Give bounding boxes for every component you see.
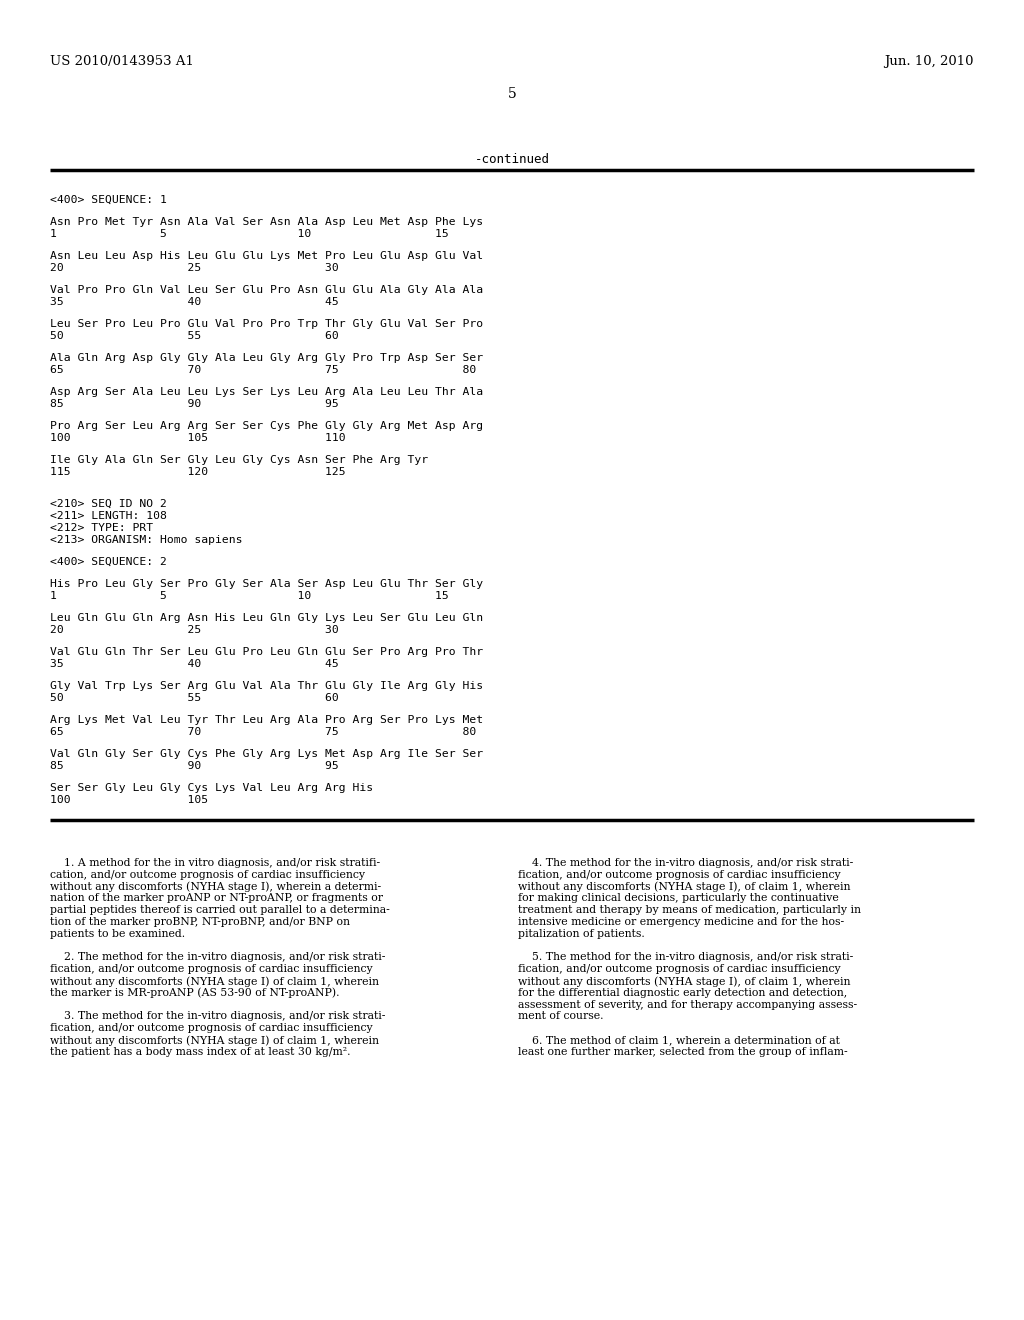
Text: fication, and/or outcome prognosis of cardiac insufficiency: fication, and/or outcome prognosis of ca… — [50, 1023, 373, 1034]
Text: 35                  40                  45: 35 40 45 — [50, 297, 339, 308]
Text: Asn Pro Met Tyr Asn Ala Val Ser Asn Ala Asp Leu Met Asp Phe Lys: Asn Pro Met Tyr Asn Ala Val Ser Asn Ala … — [50, 216, 483, 227]
Text: <400> SEQUENCE: 1: <400> SEQUENCE: 1 — [50, 195, 167, 205]
Text: <212> TYPE: PRT: <212> TYPE: PRT — [50, 523, 154, 533]
Text: Arg Lys Met Val Leu Tyr Thr Leu Arg Ala Pro Arg Ser Pro Lys Met: Arg Lys Met Val Leu Tyr Thr Leu Arg Ala … — [50, 715, 483, 725]
Text: His Pro Leu Gly Ser Pro Gly Ser Ala Ser Asp Leu Glu Thr Ser Gly: His Pro Leu Gly Ser Pro Gly Ser Ala Ser … — [50, 579, 483, 589]
Text: Ser Ser Gly Leu Gly Cys Lys Val Leu Arg Arg His: Ser Ser Gly Leu Gly Cys Lys Val Leu Arg … — [50, 783, 373, 793]
Text: Val Glu Gln Thr Ser Leu Glu Pro Leu Gln Glu Ser Pro Arg Pro Thr: Val Glu Gln Thr Ser Leu Glu Pro Leu Gln … — [50, 647, 483, 657]
Text: fication, and/or outcome prognosis of cardiac insufficiency: fication, and/or outcome prognosis of ca… — [518, 964, 841, 974]
Text: treatment and therapy by means of medication, particularly in: treatment and therapy by means of medica… — [518, 906, 861, 915]
Text: Val Pro Pro Gln Val Leu Ser Glu Pro Asn Glu Glu Ala Gly Ala Ala: Val Pro Pro Gln Val Leu Ser Glu Pro Asn … — [50, 285, 483, 294]
Text: without any discomforts (NYHA stage I), wherein a determi-: without any discomforts (NYHA stage I), … — [50, 882, 381, 892]
Text: 115                 120                 125: 115 120 125 — [50, 467, 346, 477]
Text: Gly Val Trp Lys Ser Arg Glu Val Ala Thr Glu Gly Ile Arg Gly His: Gly Val Trp Lys Ser Arg Glu Val Ala Thr … — [50, 681, 483, 690]
Text: Jun. 10, 2010: Jun. 10, 2010 — [885, 55, 974, 69]
Text: Pro Arg Ser Leu Arg Arg Ser Ser Cys Phe Gly Gly Arg Met Asp Arg: Pro Arg Ser Leu Arg Arg Ser Ser Cys Phe … — [50, 421, 483, 432]
Text: without any discomforts (NYHA stage I), of claim 1, wherein: without any discomforts (NYHA stage I), … — [518, 975, 851, 986]
Text: 1               5                   10                  15: 1 5 10 15 — [50, 228, 449, 239]
Text: US 2010/0143953 A1: US 2010/0143953 A1 — [50, 55, 194, 69]
Text: Leu Gln Glu Gln Arg Asn His Leu Gln Gly Lys Leu Ser Glu Leu Gln: Leu Gln Glu Gln Arg Asn His Leu Gln Gly … — [50, 612, 483, 623]
Text: for the differential diagnostic early detection and detection,: for the differential diagnostic early de… — [518, 987, 847, 998]
Text: 1               5                   10                  15: 1 5 10 15 — [50, 591, 449, 601]
Text: the marker is MR-proANP (AS 53-90 of NT-proANP).: the marker is MR-proANP (AS 53-90 of NT-… — [50, 987, 340, 998]
Text: Asp Arg Ser Ala Leu Leu Lys Ser Lys Leu Arg Ala Leu Leu Thr Ala: Asp Arg Ser Ala Leu Leu Lys Ser Lys Leu … — [50, 387, 483, 397]
Text: ment of course.: ment of course. — [518, 1011, 603, 1022]
Text: Ala Gln Arg Asp Gly Gly Ala Leu Gly Arg Gly Pro Trp Asp Ser Ser: Ala Gln Arg Asp Gly Gly Ala Leu Gly Arg … — [50, 352, 483, 363]
Text: <213> ORGANISM: Homo sapiens: <213> ORGANISM: Homo sapiens — [50, 535, 243, 545]
Text: nation of the marker proANP or NT-proANP, or fragments or: nation of the marker proANP or NT-proANP… — [50, 894, 383, 903]
Text: Leu Ser Pro Leu Pro Glu Val Pro Pro Trp Thr Gly Glu Val Ser Pro: Leu Ser Pro Leu Pro Glu Val Pro Pro Trp … — [50, 319, 483, 329]
Text: 65                  70                  75                  80: 65 70 75 80 — [50, 727, 476, 737]
Text: without any discomforts (NYHA stage I), of claim 1, wherein: without any discomforts (NYHA stage I), … — [518, 882, 851, 892]
Text: 85                  90                  95: 85 90 95 — [50, 762, 339, 771]
Text: patients to be examined.: patients to be examined. — [50, 929, 185, 939]
Text: 4. The method for the in-vitro diagnosis, and/or risk strati-: 4. The method for the in-vitro diagnosis… — [518, 858, 853, 869]
Text: Asn Leu Leu Asp His Leu Glu Glu Lys Met Pro Leu Glu Asp Glu Val: Asn Leu Leu Asp His Leu Glu Glu Lys Met … — [50, 251, 483, 261]
Text: intensive medicine or emergency medicine and for the hos-: intensive medicine or emergency medicine… — [518, 917, 844, 927]
Text: 50                  55                  60: 50 55 60 — [50, 693, 339, 704]
Text: fication, and/or outcome prognosis of cardiac insufficiency: fication, and/or outcome prognosis of ca… — [518, 870, 841, 880]
Text: fication, and/or outcome prognosis of cardiac insufficiency: fication, and/or outcome prognosis of ca… — [50, 964, 373, 974]
Text: 85                  90                  95: 85 90 95 — [50, 399, 339, 409]
Text: 6. The method of claim 1, wherein a determination of at: 6. The method of claim 1, wherein a dete… — [518, 1035, 840, 1045]
Text: Ile Gly Ala Gln Ser Gly Leu Gly Cys Asn Ser Phe Arg Tyr: Ile Gly Ala Gln Ser Gly Leu Gly Cys Asn … — [50, 455, 428, 465]
Text: without any discomforts (NYHA stage I) of claim 1, wherein: without any discomforts (NYHA stage I) o… — [50, 1035, 379, 1045]
Text: the patient has a body mass index of at least 30 kg/m².: the patient has a body mass index of at … — [50, 1047, 350, 1057]
Text: 5. The method for the in-vitro diagnosis, and/or risk strati-: 5. The method for the in-vitro diagnosis… — [518, 953, 853, 962]
Text: partial peptides thereof is carried out parallel to a determina-: partial peptides thereof is carried out … — [50, 906, 390, 915]
Text: 20                  25                  30: 20 25 30 — [50, 263, 339, 273]
Text: 50                  55                  60: 50 55 60 — [50, 331, 339, 341]
Text: 20                  25                  30: 20 25 30 — [50, 624, 339, 635]
Text: cation, and/or outcome prognosis of cardiac insufficiency: cation, and/or outcome prognosis of card… — [50, 870, 365, 880]
Text: <400> SEQUENCE: 2: <400> SEQUENCE: 2 — [50, 557, 167, 568]
Text: least one further marker, selected from the group of inflam-: least one further marker, selected from … — [518, 1047, 848, 1057]
Text: 65                  70                  75                  80: 65 70 75 80 — [50, 366, 476, 375]
Text: 1. A method for the in vitro diagnosis, and/or risk stratifi-: 1. A method for the in vitro diagnosis, … — [50, 858, 380, 869]
Text: <211> LENGTH: 108: <211> LENGTH: 108 — [50, 511, 167, 521]
Text: <210> SEQ ID NO 2: <210> SEQ ID NO 2 — [50, 499, 167, 510]
Text: without any discomforts (NYHA stage I) of claim 1, wherein: without any discomforts (NYHA stage I) o… — [50, 975, 379, 986]
Text: 5: 5 — [508, 87, 516, 102]
Text: pitalization of patients.: pitalization of patients. — [518, 929, 645, 939]
Text: for making clinical decisions, particularly the continuative: for making clinical decisions, particula… — [518, 894, 839, 903]
Text: 100                 105                 110: 100 105 110 — [50, 433, 346, 444]
Text: 100                 105: 100 105 — [50, 795, 208, 805]
Text: 3. The method for the in-vitro diagnosis, and/or risk strati-: 3. The method for the in-vitro diagnosis… — [50, 1011, 385, 1022]
Text: tion of the marker proBNP, NT-proBNP, and/or BNP on: tion of the marker proBNP, NT-proBNP, an… — [50, 917, 350, 927]
Text: Val Gln Gly Ser Gly Cys Phe Gly Arg Lys Met Asp Arg Ile Ser Ser: Val Gln Gly Ser Gly Cys Phe Gly Arg Lys … — [50, 748, 483, 759]
Text: -continued: -continued — [474, 153, 550, 166]
Text: assessment of severity, and for therapy accompanying assess-: assessment of severity, and for therapy … — [518, 999, 857, 1010]
Text: 2. The method for the in-vitro diagnosis, and/or risk strati-: 2. The method for the in-vitro diagnosis… — [50, 953, 385, 962]
Text: 35                  40                  45: 35 40 45 — [50, 659, 339, 669]
